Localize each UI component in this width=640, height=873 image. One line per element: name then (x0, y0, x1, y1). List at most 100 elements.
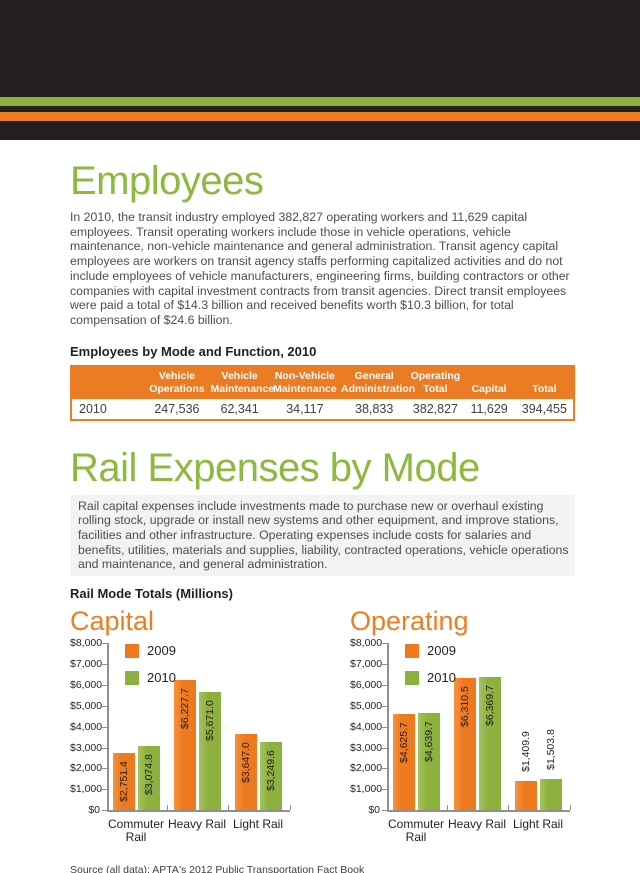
bar-2009-heavy-rail (453, 678, 476, 811)
bar-2010-heavy-rail (478, 677, 501, 811)
masthead-band (0, 0, 640, 97)
x-axis-tick-mark (570, 805, 571, 811)
cell-capital: 11,629 (462, 398, 516, 420)
y-axis-tick-mark (102, 747, 107, 749)
charts-row: Capital $0 $1,000 $2,000 $3,000 $4,000 $5,000… (70, 607, 590, 852)
cell-non-vehicle-maintenance: 34,117 (269, 398, 341, 420)
x-axis-tick-mark (446, 805, 448, 811)
legend-swatch-2009 (405, 643, 419, 658)
bar-value-label: $2,751.4 (117, 761, 130, 803)
y-axis-tick-mark (382, 643, 387, 645)
y-axis-tick-label: $5,000 (350, 699, 383, 712)
y-axis-tick-mark (382, 810, 387, 812)
operating-chart-block: Operating $0 $1,000 $2,000 $3,000 $4,000 $5,0… (350, 607, 590, 852)
y-axis-tick-mark (382, 747, 387, 749)
legend-label-2009: 2009 (147, 643, 176, 659)
rail-mode-totals-subtitle: Rail Mode Totals (Millions) (70, 586, 233, 602)
y-axis-tick-label: $4,000 (350, 720, 383, 733)
y-axis-tick-label: $6,000 (70, 678, 103, 691)
column-header-capital: Capital (462, 365, 516, 399)
y-axis-tick-label: $0 (88, 804, 100, 817)
x-axis-tick-mark (166, 805, 168, 811)
y-axis-tick-label: $1,000 (70, 783, 103, 796)
bar-2010-heavy-rail (198, 691, 221, 811)
y-axis-tick-label: $4,000 (70, 720, 103, 733)
y-axis-tick-mark (102, 705, 107, 707)
x-category-label: Commuter Rail (387, 817, 444, 845)
bar-value-label: $4,639.7 (422, 721, 435, 763)
legend-item-2010: 2010 (125, 670, 176, 685)
x-category-label: Heavy Rail (167, 817, 227, 832)
y-axis-tick-label: $8,000 (350, 637, 383, 650)
y-axis-tick-mark (382, 664, 387, 666)
y-axis-tick-mark (102, 768, 107, 770)
green-stripe (0, 97, 640, 106)
legend-item-2009: 2009 (125, 643, 176, 658)
page-content: Employees In 2010, the transit industry … (0, 160, 640, 873)
y-axis-tick-mark (102, 726, 107, 728)
orange-stripe (0, 112, 640, 121)
employees-table-title: Employees by Mode and Function, 2010 (70, 343, 317, 359)
bar-value-label: $6,227.7 (178, 688, 191, 730)
y-axis-tick-label: $0 (368, 804, 380, 817)
y-axis-tick-mark (382, 726, 387, 728)
x-category-label: Light Rail (512, 817, 564, 832)
operating-chart-title: Operating (350, 606, 469, 637)
y-axis-tick-mark (102, 789, 107, 791)
y-axis-tick-mark (102, 643, 107, 645)
employees-paragraph: In 2010, the transit industry employed 3… (70, 210, 570, 327)
column-header-non-vehicle-maintenance: Non-Vehicle Maintenance (269, 365, 341, 399)
y-axis-tick-mark (102, 684, 107, 686)
legend-label-2010: 2010 (427, 670, 456, 686)
bar-value-label: $3,647.0 (239, 742, 252, 784)
bar-value-label: $3,249.6 (264, 750, 277, 792)
stripe-gap (0, 106, 640, 112)
y-axis-tick-label: $8,000 (70, 637, 103, 650)
employees-heading: Employees (70, 159, 264, 203)
legend-item-2010: 2010 (405, 670, 456, 685)
bar-2010-light-rail (539, 778, 562, 811)
legend-item-2009: 2009 (405, 643, 456, 658)
rail-expenses-heading: Rail Expenses by Mode (70, 445, 480, 490)
bar-2009-light-rail (234, 734, 257, 811)
legend-swatch-2010 (125, 670, 139, 685)
rail-expenses-highlight-box: Rail capital expenses include investment… (70, 494, 575, 577)
bar-2010-commuter-rail (417, 713, 440, 811)
column-header-operating-total: Operating Total (408, 365, 463, 399)
cell-operating-total: 382,827 (408, 398, 463, 420)
capital-chart-title: Capital (70, 606, 155, 637)
bar-value-label: $1,503.8 (544, 729, 557, 771)
y-axis-tick-mark (102, 810, 107, 812)
x-axis-tick-mark (507, 805, 509, 811)
legend-swatch-2010 (405, 670, 419, 685)
legend-label-2009: 2009 (427, 643, 456, 659)
cell-general-administration: 38,833 (340, 398, 409, 420)
y-axis-tick-label: $5,000 (70, 699, 103, 712)
y-axis-line (107, 643, 109, 811)
table-header-row: Vehicle Operations Vehicle Maintenance N… (71, 365, 574, 399)
y-axis-tick-mark (382, 789, 387, 791)
column-header-general-administration: General Administration (340, 365, 415, 399)
y-axis-tick-label: $6,000 (350, 678, 383, 691)
y-axis-tick-mark (382, 705, 387, 707)
x-category-label: Commuter Rail (107, 817, 164, 845)
source-note: Source (all data): APTA's 2012 Public Tr… (70, 864, 365, 873)
cell-total: 394,455 (515, 398, 574, 420)
operating-bar-chart: $0 $1,000 $2,000 $3,000 $4,000 $5,000 $6,000 $7… (350, 637, 590, 852)
y-axis-tick-mark (382, 768, 387, 770)
y-axis-tick-label: $1,000 (350, 783, 383, 796)
bar-2010-commuter-rail (137, 745, 160, 811)
y-axis-tick-label: $3,000 (70, 741, 103, 754)
y-axis-tick-label: $2,000 (350, 762, 383, 775)
bar-2009-commuter-rail (392, 713, 415, 811)
cell-year: 2010 (71, 398, 145, 420)
column-header-vehicle-operations: Vehicle Operations (144, 365, 210, 399)
column-header-vehicle-maintenance: Vehicle Maintenance (209, 365, 274, 399)
y-axis-tick-label: $7,000 (70, 658, 103, 671)
capital-bar-chart: $0 $1,000 $2,000 $3,000 $4,000 $5,000 $6,000 $7… (70, 637, 310, 852)
x-category-label: Heavy Rail (447, 817, 507, 832)
employees-table: Vehicle Operations Vehicle Maintenance N… (70, 364, 575, 421)
bar-value-label: $3,074.8 (142, 754, 155, 796)
y-axis-line (387, 643, 389, 811)
